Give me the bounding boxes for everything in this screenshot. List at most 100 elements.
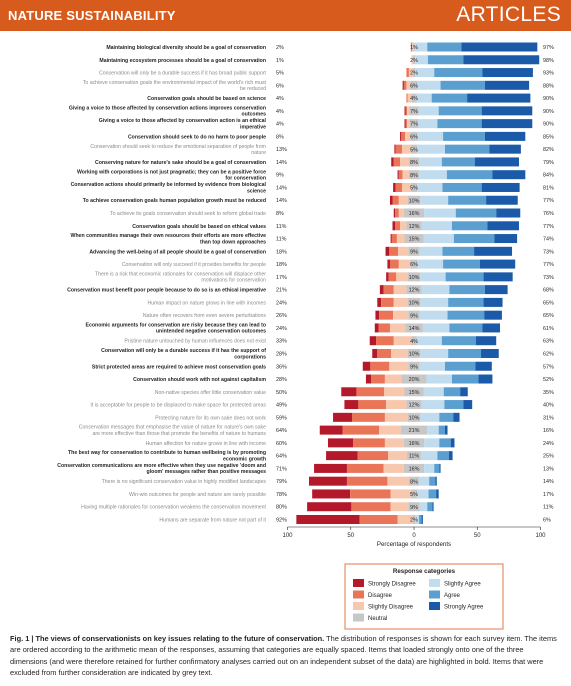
disagree-percent: 49% [276,403,287,409]
neutral-percent: 5% [410,186,418,192]
bar-segment-disagree [395,221,401,231]
bar-segment-slightly-agree [419,157,442,167]
neutral-percent: 16% [409,441,420,447]
row-label: Human affection for nature grows in line… [146,441,267,447]
bar-segment-slightly-agree [424,438,440,448]
bar-segment-slightly-disagree [398,246,409,256]
bar-segment-strongly-agree [483,272,513,282]
bar-segment-strongly-disagree [369,336,377,346]
bar-segment-strongly-agree [484,285,508,295]
legend-swatch [429,602,440,610]
bar-segment-disagree [405,106,408,116]
row-label: When communities manage their own resour… [71,233,267,239]
neutral-percent: 14% [409,326,420,332]
neutral-percent: 7% [410,122,418,128]
bar-segment-disagree [388,272,397,282]
row-label: science [247,188,266,194]
disagree-percent: 80% [276,505,287,511]
bar-segment-slightly-disagree [393,310,409,320]
row-label: Conservation will only be a durable succ… [99,71,267,77]
bar-segment-agree [429,476,436,486]
bar-segment-strongly-disagree [397,170,399,180]
bar-segment-agree [419,514,422,524]
bar-segment-disagree [389,246,399,256]
row-label: Protecting nature for its own sake does … [155,415,266,421]
row-label: It is acceptable for people to be displa… [90,403,266,409]
disagree-percent: 11% [276,224,287,230]
bar-segment-slightly-agree [423,234,454,244]
bar-segment-slightly-disagree [389,323,406,333]
bar-segment-slightly-agree [420,297,449,307]
row-label: imperative [240,124,266,130]
agree-percent: 11% [543,505,554,511]
bar-segment-strongly-agree [496,208,521,218]
row-label: Conservation communications are more eff… [57,463,266,469]
bar-segment-slightly-disagree [408,68,413,78]
bar-segment-slightly-disagree [387,476,409,486]
bar-segment-disagree [353,438,385,448]
bar-segment-strongly-agree [484,80,530,90]
row-label: Giving a voice to those affected by cons… [69,105,266,111]
bar-segment-neutral [408,361,420,371]
agree-percent: 90% [543,122,554,128]
agree-percent: 77% [543,262,554,268]
bar-segment-agree [439,412,454,422]
bar-segment-agree [442,246,475,256]
bar-segment-slightly-disagree [407,106,410,116]
disagree-percent: 36% [276,364,287,370]
bar-segment-strongly-agree [444,425,448,435]
agree-percent: 68% [543,288,554,294]
bar-segment-strongly-disagree [385,246,390,256]
bar-segment-agree [427,55,464,65]
bar-segment-disagree [359,514,398,524]
bar-segment-slightly-agree [419,246,443,256]
bar-segment-agree [437,451,449,461]
bar-segment-neutral [410,144,418,154]
disagree-percent: 50% [276,390,287,396]
bar-segment-strongly-agree [432,502,434,512]
bar-segment-strongly-agree [461,42,538,52]
bar-segment-slightly-agree [421,285,450,295]
bar-segment-disagree [352,412,385,422]
legend-swatch [429,590,440,599]
bar-segment-agree [451,374,479,384]
bar-segment-agree [441,157,475,167]
row-label: are more effective than those that promo… [92,431,266,437]
disagree-percent: 33% [276,339,287,345]
bar-segment-strongly-disagree [309,476,347,486]
agree-percent: 73% [543,249,554,255]
disagree-percent: 6% [276,83,284,89]
bar-segment-slightly-disagree [400,221,407,231]
figure-caption: Fig. 1 | The views of conservationists o… [10,633,562,679]
row-label: Conservation will only succeed if it pro… [122,262,266,268]
row-label: Maintaining biological diversity should … [106,45,266,51]
bar-segment-slightly-disagree [393,297,408,307]
bar-segment-agree [428,489,437,499]
neutral-percent: 2% [410,71,418,77]
bar-segment-agree [427,42,462,52]
bar-segment-strongly-agree [439,463,441,473]
row-label: Pristine nature untouched by human influ… [124,339,266,345]
journal-title: NATURE SUSTAINABILITY [8,8,176,23]
bar-segment-slightly-disagree [396,272,408,282]
neutral-percent: 12% [409,288,420,294]
row-label: economic growth [223,456,266,462]
bar-segment-strongly-disagree [404,106,406,116]
agree-percent: 65% [543,300,554,306]
bar-segment-slightly-agree [418,106,439,116]
row-label: Maintaining ecosystem processes should b… [99,58,266,64]
row-label: Economic arguments for conservation are … [86,323,266,329]
bar-segment-slightly-agree [424,463,435,473]
row-label: To achieve its goals conservation should… [110,211,266,217]
bar-segment-neutral [408,246,420,256]
bar-segment-agree [444,144,490,154]
bar-segment-slightly-agree [418,119,438,129]
bar-segment-strongly-agree [482,323,501,333]
bar-segment-strongly-agree [483,297,503,307]
bar-segment-slightly-agree [417,80,441,90]
agree-percent: 98% [543,58,554,64]
bar-segment-strongly-agree [479,259,516,269]
bar-segment-neutral [409,119,419,129]
bar-segment-neutral [408,310,420,320]
bar-segment-disagree [395,208,399,218]
